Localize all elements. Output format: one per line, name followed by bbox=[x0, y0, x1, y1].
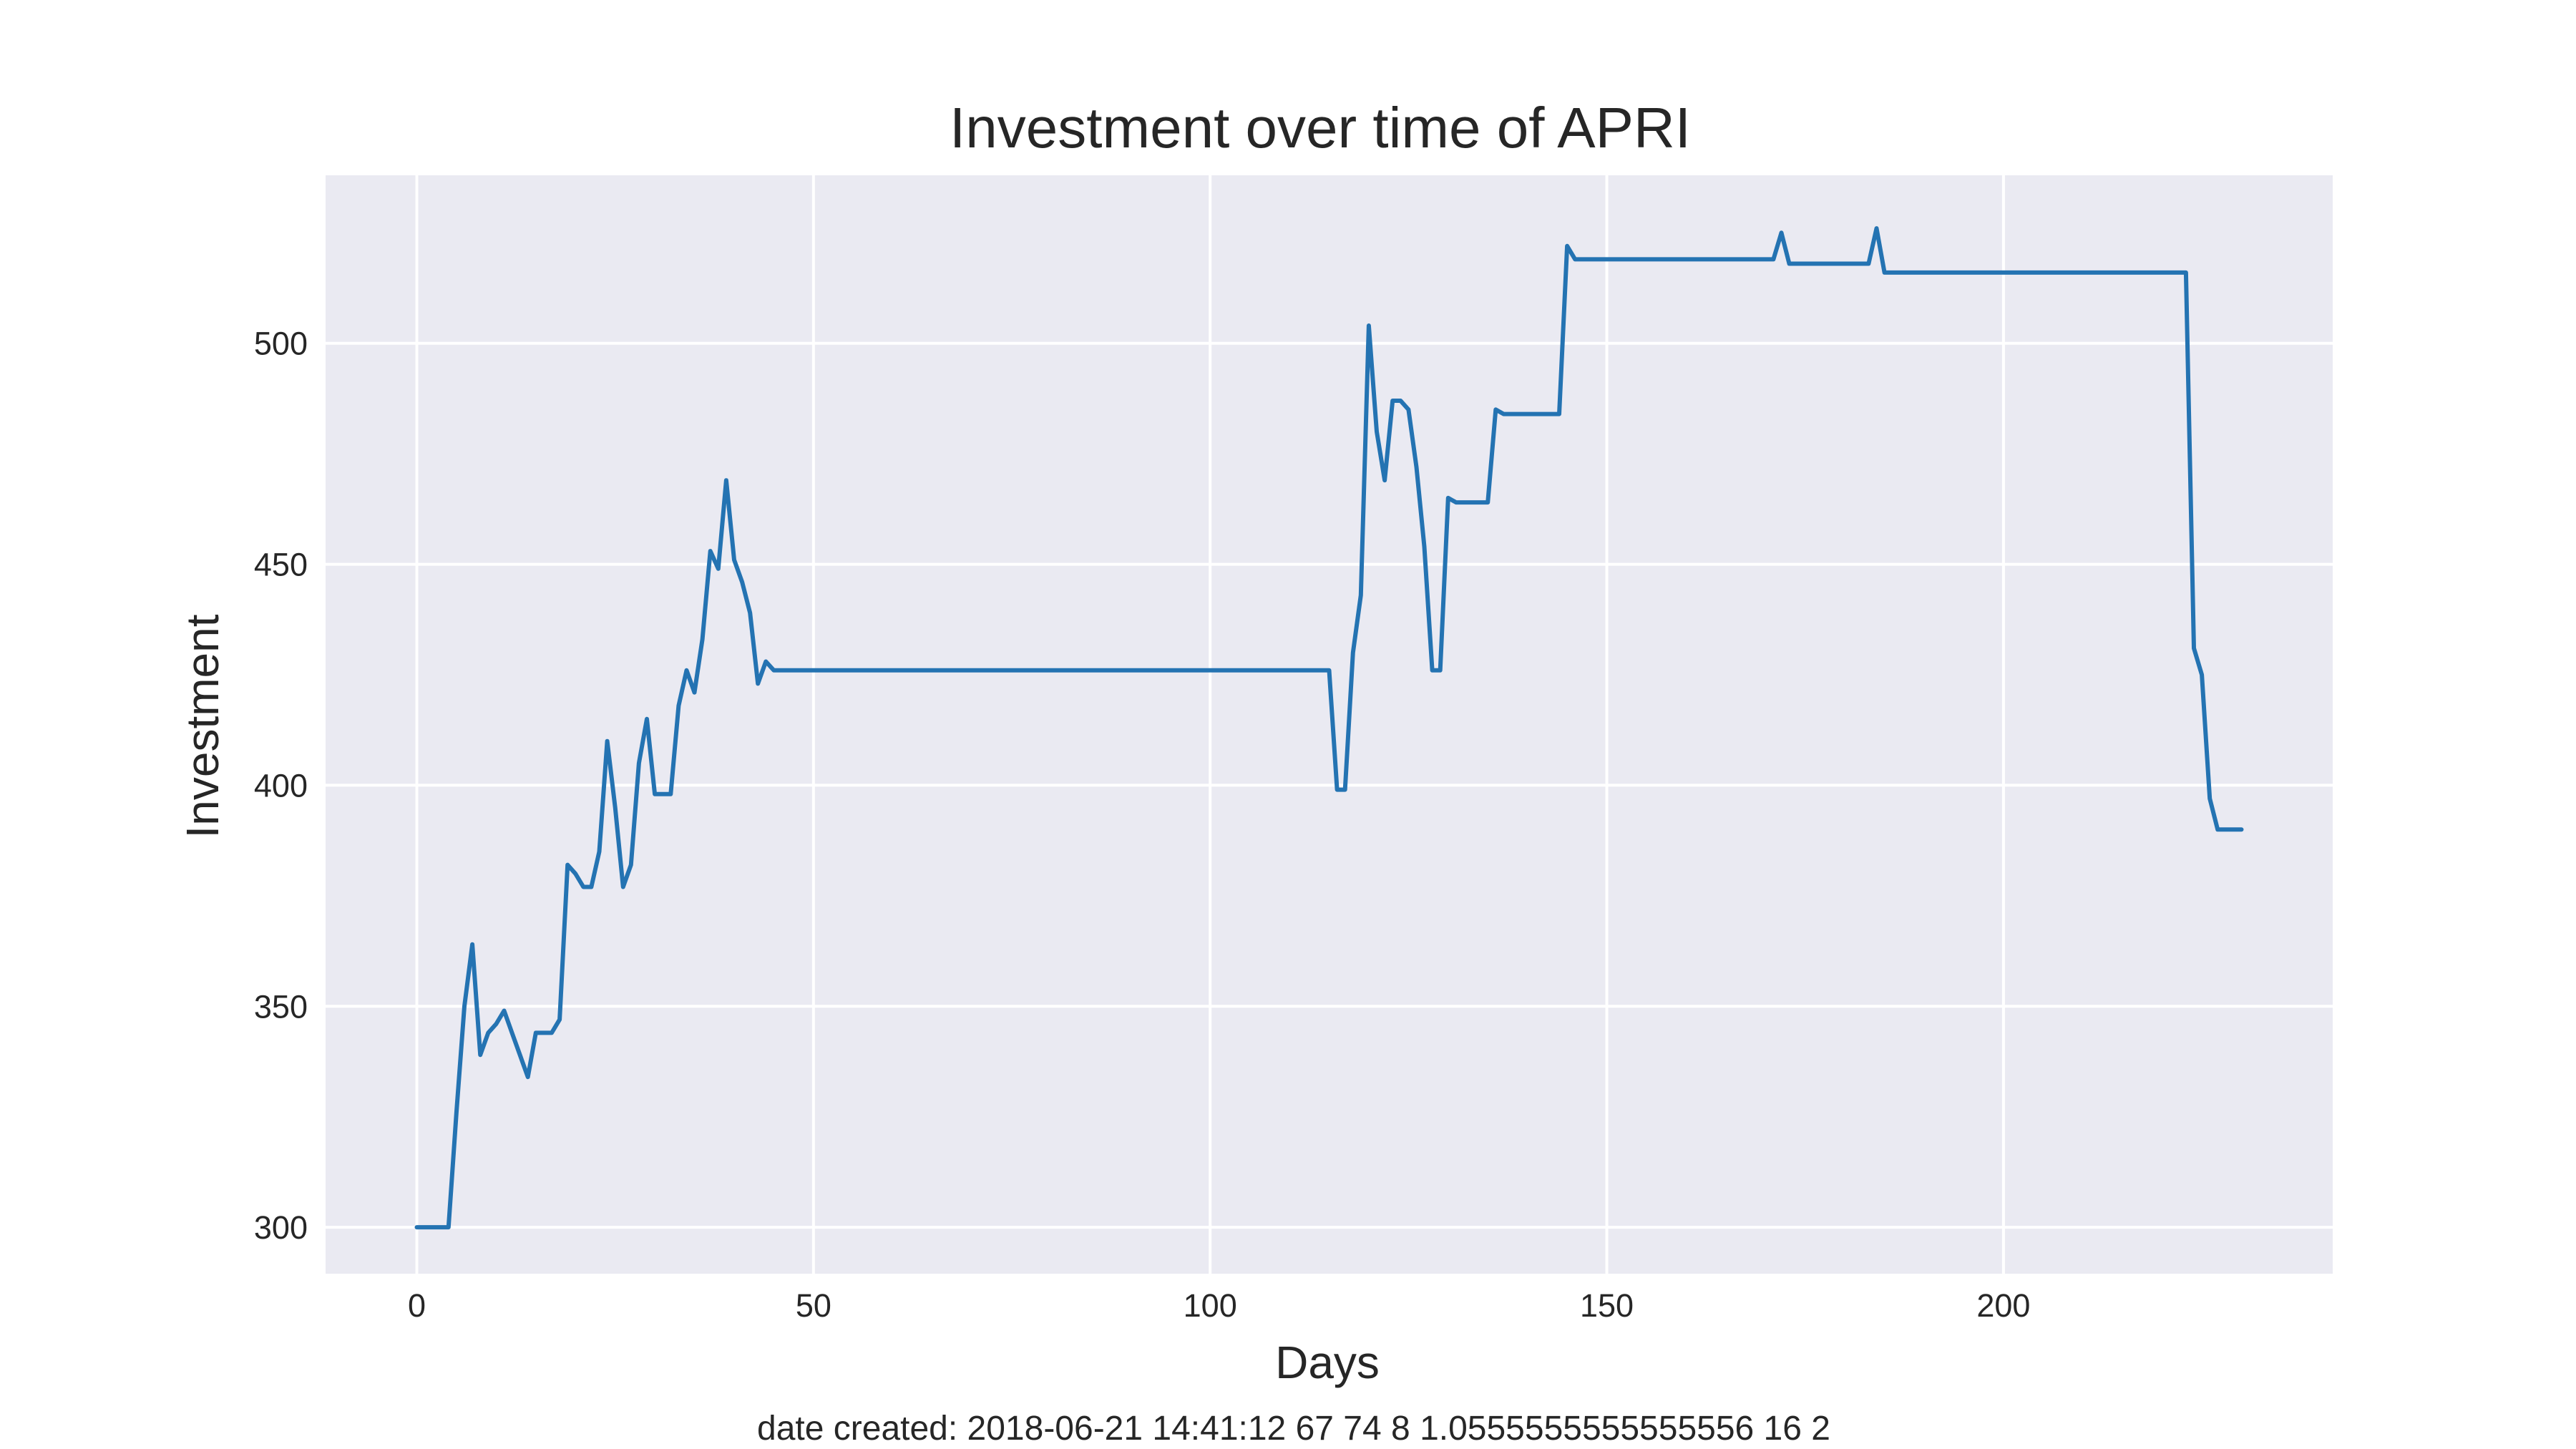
y-tick-label: 500 bbox=[254, 326, 308, 362]
x-tick-label: 50 bbox=[796, 1287, 831, 1324]
x-tick-label: 100 bbox=[1184, 1287, 1237, 1324]
grid bbox=[326, 175, 2333, 1274]
chart-title: Investment over time of APRI bbox=[950, 96, 1691, 160]
x-tick-label: 200 bbox=[1976, 1287, 2030, 1324]
y-tick-label: 450 bbox=[254, 547, 308, 583]
y-axis-label: Investment bbox=[177, 614, 228, 838]
plot-area bbox=[326, 175, 2333, 1274]
tick-labels: 0 50 100 150 200 300 350 400 450 500 bbox=[254, 326, 2031, 1324]
x-tick-label: 0 bbox=[408, 1287, 426, 1324]
series-line bbox=[414, 226, 2244, 1230]
y-tick-label: 350 bbox=[254, 988, 308, 1025]
y-tick-label: 300 bbox=[254, 1209, 308, 1246]
footer-date-created: date created: 2018-06-21 14:41:12 67 74 … bbox=[757, 1410, 1830, 1448]
x-tick-label: 150 bbox=[1580, 1287, 1634, 1324]
x-axis-label: Days bbox=[1275, 1337, 1380, 1388]
y-tick-label: 400 bbox=[254, 767, 308, 804]
